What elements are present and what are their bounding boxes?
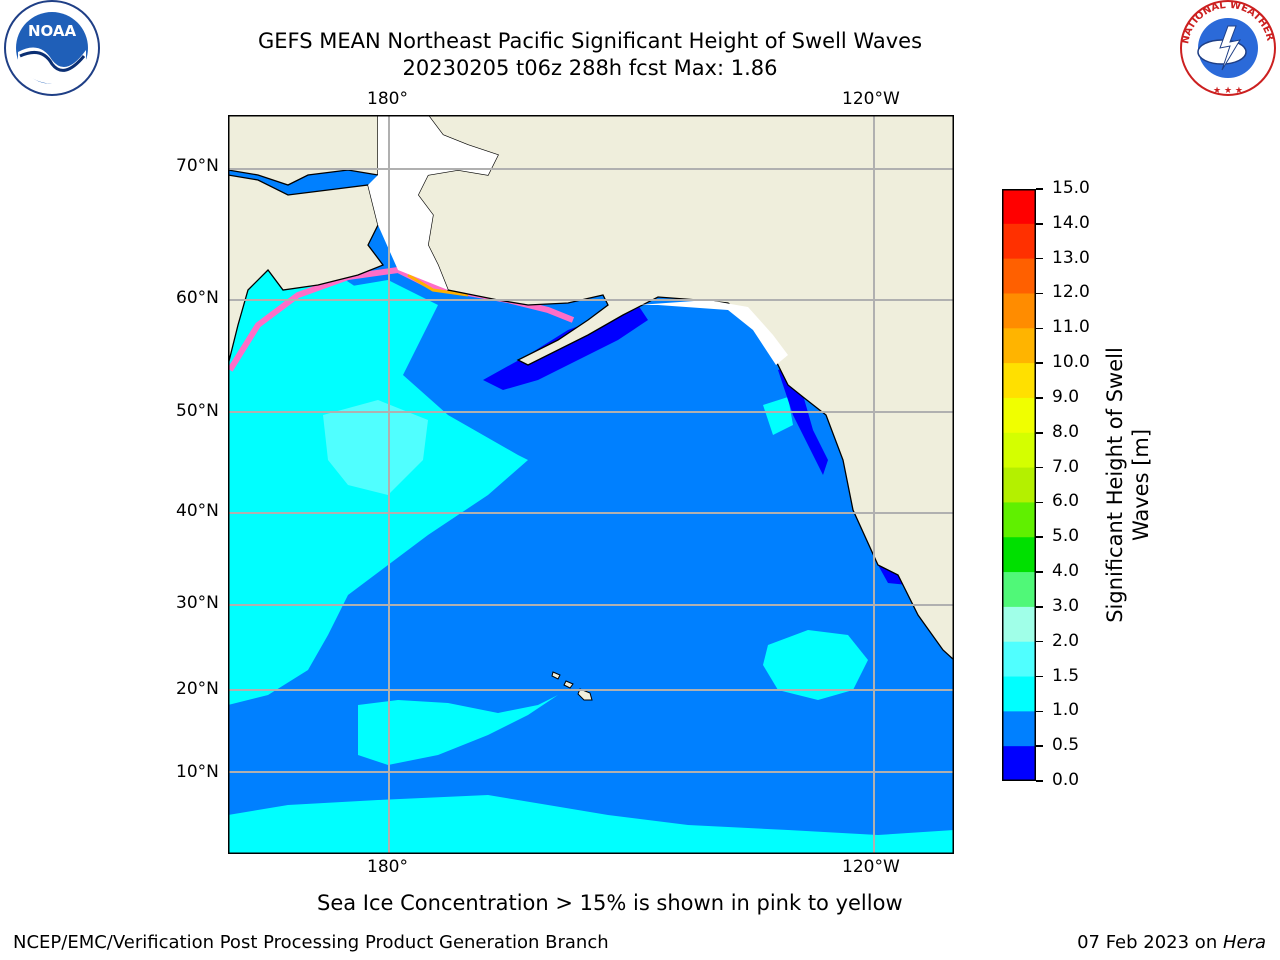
nws-logo: NATIONAL WEATHER SERVICE ★ ★ ★ [1176,0,1276,96]
colorbar-tick-mark [1036,640,1043,643]
colorbar-tick-label: 9.0 [1052,386,1080,407]
colorbar-tick-label: 13.0 [1052,247,1090,268]
colorbar-segment [1002,397,1036,434]
colorbar-tick-label: 6.0 [1052,491,1080,512]
colorbar-segment [1002,432,1036,469]
lat-label-40n: 40°N [176,501,219,521]
colorbar-tick-mark [1036,257,1043,260]
swell-region-lighter [323,400,428,495]
colorbar-tick-mark [1036,501,1043,504]
swell-region-south [358,695,558,765]
lat-label-60n: 60°N [176,288,219,308]
colorbar-tick-label: 0.0 [1052,770,1080,790]
no-data-arctic [368,115,498,290]
colorbar-tick-label: 3.0 [1052,595,1080,616]
colorbar-tick-label: 14.0 [1052,212,1090,233]
colorbar-tick-label: 1.0 [1052,700,1080,721]
chart-subtitle: 20230205 t06z 288h fcst Max: 1.86 [402,56,778,80]
footer-system: Hera [1222,932,1266,953]
colorbar-tick-mark [1036,327,1043,330]
colorbar-segment [1002,293,1036,329]
colorbar-tick-label: 4.0 [1052,561,1080,582]
colorbar-tick-label: 7.0 [1052,456,1080,477]
swell-height-map [228,115,954,854]
lon-label-top-180: 180° [367,89,408,109]
colorbar-segment [1002,258,1036,294]
colorbar-segment [1002,223,1036,260]
lat-label-50n: 50°N [176,401,219,421]
noaa-logo-text: NOAA [28,22,77,40]
chart-title: GEFS MEAN Northeast Pacific Significant … [257,29,923,53]
colorbar-segment [1002,606,1036,643]
colorbar-tick-mark [1036,432,1043,434]
colorbar-tick-mark [1036,710,1043,713]
colorbar-tick-label: 0.5 [1052,735,1080,756]
lat-label-10n: 10°N [176,762,219,782]
colorbar-tick-mark [1036,188,1043,190]
colorbar-tick-label: 8.0 [1052,421,1080,442]
lon-label-top-120w: 120°W [842,89,900,109]
colorbar-tick-label: 11.0 [1052,317,1090,338]
footer-date: 07 Feb 2023 on Hera [1077,932,1266,953]
footer-credit: NCEP/EMC/Verification Post Processing Pr… [13,932,609,953]
land-hawaii [551,671,593,701]
colorbar-segment [1002,363,1036,399]
colorbar-tick-label: 2.0 [1052,630,1080,651]
colorbar-tick-label: 1.5 [1052,665,1080,686]
colorbar-segment [1002,676,1036,712]
colorbar-tick-label: 12.0 [1052,282,1090,303]
colorbar-tick-mark [1036,397,1043,399]
swell-region-low-gulf [483,305,648,390]
lat-label-30n: 30°N [176,593,219,613]
svg-text:★ ★ ★: ★ ★ ★ [1213,86,1243,96]
colorbar-tick-label: 5.0 [1052,526,1080,547]
land-north-america [417,115,954,661]
colorbar-segment [1002,572,1036,608]
colorbar-label: Significant Height of Swell Waves [m] [1103,347,1153,623]
colorbar-segment [1002,328,1036,364]
colorbar-tick-mark [1036,606,1043,608]
colorbar-segment [1002,641,1036,678]
colorbar-tick-mark [1036,292,1043,295]
lat-label-70n: 70°N [176,156,219,176]
map-frame [228,115,954,854]
colorbar-segment [1002,502,1036,538]
graticule [228,115,954,854]
colorbar-tick-label: 10.0 [1052,352,1090,373]
colorbar-segment [1002,537,1036,573]
colorbar-segment [1002,467,1036,503]
lon-label-bottom-180: 180° [367,857,408,877]
sea-ice-note: Sea Ice Concentration > 15% is shown in … [317,891,903,915]
lon-label-bottom-120w: 120°W [842,857,900,877]
colorbar-segment [1002,189,1036,225]
colorbar-segment [1002,746,1036,781]
colorbar-tick-mark [1036,466,1043,469]
colorbar-tick-mark [1036,571,1043,573]
colorbar-tick-label: 15.0 [1052,178,1090,198]
colorbar-tick-mark [1036,223,1043,225]
sea-ice-orange [407,273,469,297]
colorbar-tick-mark [1036,362,1043,364]
noaa-logo: NOAA [4,0,100,96]
swell-region-east [763,630,868,700]
no-data-gulf [638,300,788,365]
lat-label-20n: 20°N [176,679,219,699]
colorbar-tick-mark [1036,745,1043,747]
colorbar-tick-mark [1036,780,1043,782]
colorbar-segment [1002,711,1036,747]
colorbar [1002,189,1036,781]
swell-region-bottom [228,795,954,854]
colorbar-tick-mark [1036,675,1043,678]
swell-region-pnw [763,397,793,435]
swell-region-low-coast [778,365,828,475]
colorbar-tick-mark [1036,536,1043,538]
